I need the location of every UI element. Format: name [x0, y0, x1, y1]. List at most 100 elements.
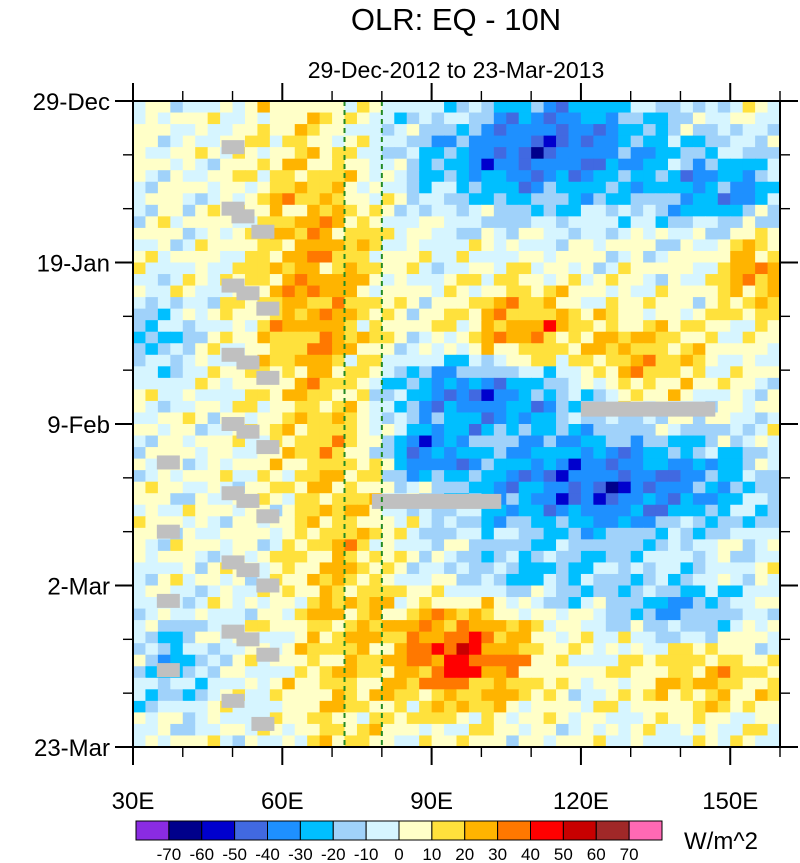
- heatmap-cell: [717, 135, 731, 148]
- heatmap-cell: [381, 470, 395, 483]
- heatmap-cell: [568, 539, 582, 552]
- heatmap-cell: [244, 550, 259, 564]
- heatmap-cell: [319, 274, 333, 287]
- heatmap-cell: [506, 447, 520, 460]
- heatmap-cell: [133, 147, 147, 160]
- heatmap-cell: [394, 239, 408, 252]
- heatmap-cell: [394, 435, 408, 448]
- heatmap-cell: [244, 101, 259, 114]
- heatmap-cell: [755, 550, 769, 564]
- heatmap-cell: [444, 458, 458, 471]
- heatmap-cell: [244, 193, 259, 206]
- heatmap-cell: [767, 527, 780, 540]
- heatmap-cell: [307, 354, 321, 367]
- heatmap-cell: [444, 712, 458, 725]
- heatmap-cell: [680, 585, 694, 598]
- heatmap-cell: [232, 170, 246, 183]
- heatmap-cell: [556, 573, 570, 587]
- heatmap-cell: [655, 239, 669, 252]
- heatmap-cell: [170, 435, 184, 448]
- heatmap-cell: [282, 424, 296, 437]
- heatmap-cell: [332, 654, 346, 667]
- heatmap-cell: [705, 424, 719, 437]
- heatmap-cell: [618, 204, 632, 217]
- heatmap-cell: [332, 239, 346, 252]
- heatmap-cell: [543, 458, 557, 471]
- heatmap-cell: [307, 597, 321, 610]
- colorbar-swatch: [562, 820, 597, 841]
- heatmap-cell: [680, 643, 694, 656]
- heatmap-cell: [705, 666, 719, 679]
- heatmap-cell: [419, 470, 433, 483]
- heatmap-cell: [580, 712, 594, 725]
- heatmap-cell: [419, 389, 433, 402]
- heatmap-cell: [692, 101, 706, 114]
- heatmap-cell: [692, 274, 706, 287]
- heatmap-cell: [493, 366, 507, 379]
- heatmap-cell: [157, 723, 171, 737]
- heatmap-cell: [580, 204, 594, 217]
- heatmap-cell: [369, 516, 383, 529]
- heatmap-cell: [419, 135, 433, 148]
- heatmap-cell: [630, 597, 644, 610]
- heatmap-cell: [643, 124, 657, 137]
- heatmap-cell: [456, 354, 470, 367]
- heatmap-cell: [767, 250, 780, 264]
- heatmap-cell: [133, 654, 147, 667]
- heatmap-cell: [506, 147, 520, 160]
- heatmap-cell: [244, 135, 259, 148]
- heatmap-cell: [332, 700, 346, 713]
- heatmap-cell: [493, 112, 507, 125]
- x-tick-label: 90E: [410, 788, 453, 815]
- heatmap-cell: [282, 723, 296, 737]
- heatmap-cell: [332, 573, 346, 587]
- heatmap-cell: [668, 101, 682, 114]
- heatmap-cell: [481, 147, 495, 160]
- heatmap-cell: [406, 470, 420, 483]
- heatmap-cell: [605, 458, 619, 471]
- heatmap-cell: [643, 331, 657, 344]
- heatmap-cell: [481, 643, 495, 656]
- heatmap-cell: [356, 723, 370, 737]
- heatmap-cell: [556, 504, 570, 517]
- heatmap-cell: [643, 654, 657, 667]
- heatmap-cell: [195, 481, 209, 494]
- heatmap-cell: [481, 274, 495, 287]
- heatmap-cell: [481, 481, 495, 494]
- heatmap-cell: [269, 204, 283, 217]
- heatmap-cell: [344, 643, 358, 656]
- heatmap-cell: [344, 135, 358, 148]
- heatmap-cell: [444, 285, 458, 298]
- heatmap-cell: [195, 666, 209, 679]
- heatmap-cell: [680, 204, 694, 217]
- heatmap-cell: [257, 320, 271, 333]
- heatmap-cell: [481, 400, 495, 414]
- heatmap-cell: [717, 608, 731, 621]
- heatmap-cell: [668, 239, 682, 252]
- heatmap-cell: [332, 227, 346, 241]
- heatmap-cell: [655, 101, 669, 114]
- heatmap-cell: [618, 250, 632, 264]
- heatmap-cell: [431, 354, 445, 367]
- heatmap-cell: [680, 389, 694, 402]
- heatmap-cell: [332, 250, 346, 264]
- heatmap-cell: [307, 539, 321, 552]
- heatmap-cell: [531, 573, 545, 587]
- heatmap-cell: [133, 377, 147, 390]
- heatmap-cell: [730, 400, 744, 414]
- heatmap-cell: [369, 262, 383, 275]
- heatmap-cell: [717, 377, 731, 390]
- heatmap-cell: [481, 712, 495, 725]
- heatmap-cell: [518, 158, 532, 171]
- heatmap-cell: [294, 204, 308, 217]
- heatmap-cell: [518, 250, 532, 264]
- heatmap-cell: [717, 631, 731, 644]
- heatmap-cell: [157, 204, 171, 217]
- heatmap-cell: [232, 712, 246, 725]
- heatmap-cell: [444, 435, 458, 448]
- heatmap-cell: [767, 424, 780, 437]
- heatmap-cell: [319, 285, 333, 298]
- heatmap-cell: [195, 631, 209, 644]
- heatmap-cell: [742, 643, 756, 656]
- heatmap-cell: [307, 227, 321, 241]
